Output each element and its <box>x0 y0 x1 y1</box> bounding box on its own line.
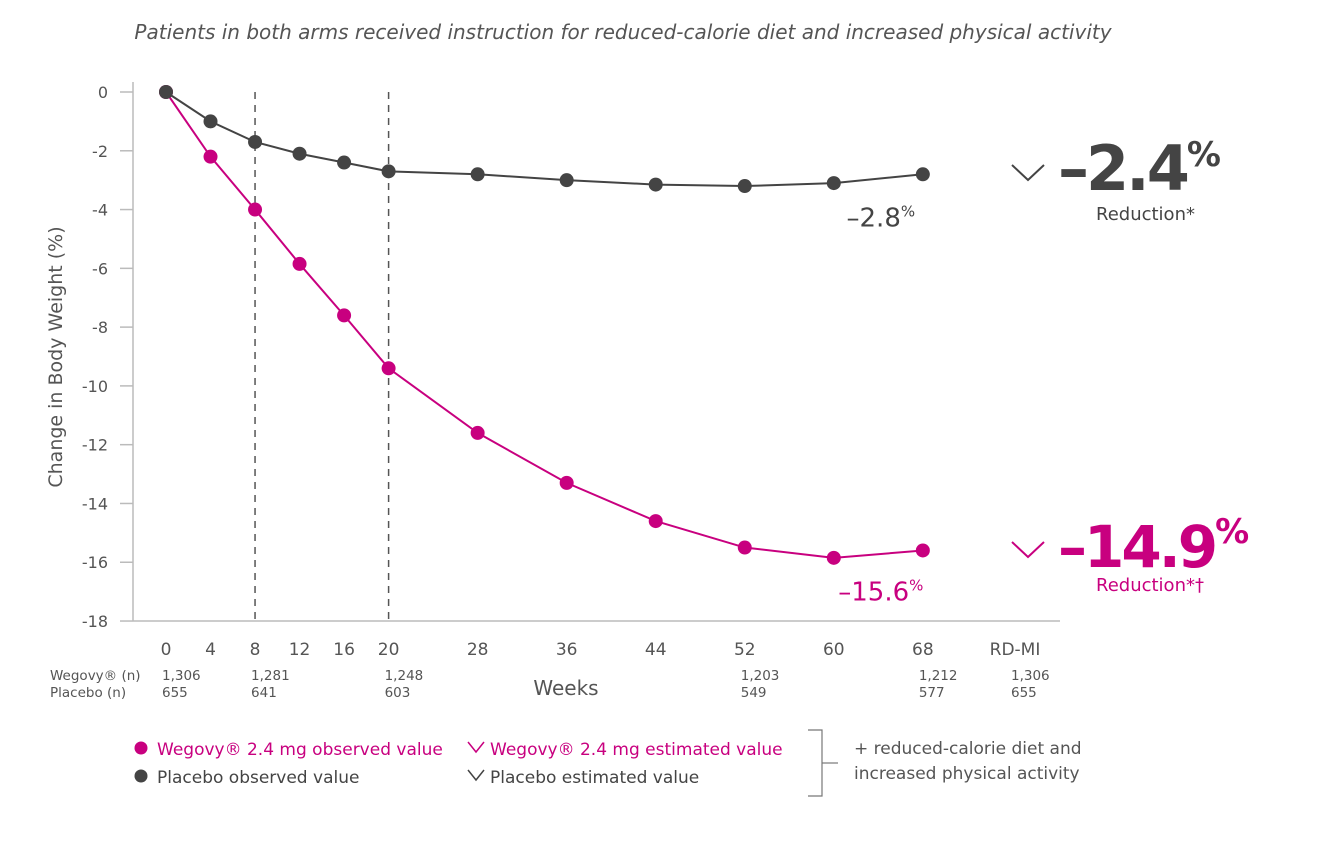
n-cell: 577 <box>919 685 945 701</box>
estimated-caption: Reduction* <box>1096 204 1195 225</box>
estimated-chevron-icon <box>1011 164 1045 182</box>
bracket-note: increased physical activity <box>854 764 1080 784</box>
legend-bracket <box>808 729 823 797</box>
data-point <box>826 176 841 191</box>
x-axis-label: Weeks <box>533 676 598 700</box>
x-tick-label: 4 <box>205 640 216 660</box>
data-point <box>203 114 218 129</box>
y-tick-label: -18 <box>82 612 108 631</box>
end-value-label: –2.8% <box>847 202 916 233</box>
data-point <box>337 155 352 170</box>
n-cell: 1,281 <box>251 668 290 684</box>
y-tick-label: -10 <box>82 377 108 396</box>
data-point <box>826 550 841 565</box>
data-point <box>915 543 930 558</box>
estimated-value: –2.4% <box>1058 132 1221 205</box>
y-axis-label: Change in Body Weight (%) <box>45 226 67 487</box>
y-tick-label: -4 <box>92 201 108 220</box>
data-point <box>559 475 574 490</box>
n-row-label: Wegovy® (n) <box>50 668 141 684</box>
x-tick-label: 16 <box>333 640 355 660</box>
data-point <box>559 173 574 188</box>
data-point <box>337 308 352 323</box>
y-tick-label: 0 <box>98 83 108 102</box>
x-tick-label: 52 <box>734 640 756 660</box>
y-tick-label: -2 <box>92 142 108 161</box>
data-point <box>915 167 930 182</box>
estimated-value: –14.9% <box>1058 512 1249 581</box>
series-line <box>165 91 923 559</box>
data-point <box>737 179 752 194</box>
n-cell: 1,306 <box>162 668 201 684</box>
data-point <box>381 361 396 376</box>
n-cell: 1,306 <box>1011 668 1050 684</box>
data-point <box>648 514 663 529</box>
x-tick-label: 0 <box>161 640 172 660</box>
data-point <box>648 177 663 192</box>
x-tick-label: 60 <box>823 640 845 660</box>
bracket-note: + reduced-calorie diet and <box>854 739 1082 759</box>
data-point <box>292 146 307 161</box>
data-point <box>381 164 396 179</box>
x-tick-label: 28 <box>467 640 489 660</box>
n-cell: 641 <box>251 685 277 701</box>
n-cell: 549 <box>741 685 767 701</box>
data-point <box>470 167 485 182</box>
x-tick-label: 12 <box>289 640 311 660</box>
y-tick-label: -6 <box>92 259 108 278</box>
x-tick-label: 36 <box>556 640 578 660</box>
estimated-caption: Reduction*† <box>1096 575 1204 596</box>
data-point <box>248 202 263 217</box>
x-tick-label: 44 <box>645 640 667 660</box>
legend-chevron-icon <box>467 741 485 754</box>
data-point <box>248 134 263 149</box>
y-tick-label: -12 <box>82 436 108 455</box>
legend-dot-icon <box>134 741 148 755</box>
n-cell: 1,212 <box>919 668 958 684</box>
legend-label: Placebo estimated value <box>490 768 699 788</box>
data-point <box>203 149 218 164</box>
chart-title: Patients in both arms received instructi… <box>134 20 1112 44</box>
x-tick-label: 68 <box>912 640 934 660</box>
n-cell: 655 <box>162 685 188 701</box>
legend-chevron-icon <box>467 769 485 782</box>
legend-label: Wegovy® 2.4 mg estimated value <box>490 740 783 760</box>
series-line <box>165 91 923 188</box>
end-value-label: –15.6% <box>838 576 923 607</box>
data-point <box>737 540 752 555</box>
n-cell: 655 <box>1011 685 1037 701</box>
n-cell: 603 <box>385 685 411 701</box>
data-point <box>470 425 485 440</box>
x-tick-label: 20 <box>378 640 400 660</box>
legend-label: Placebo observed value <box>157 768 359 788</box>
y-tick-label: -16 <box>82 553 108 572</box>
x-tick-label: 8 <box>250 640 261 660</box>
n-cell: 1,248 <box>385 668 424 684</box>
n-row-label: Placebo (n) <box>50 685 126 701</box>
n-cell: 1,203 <box>741 668 780 684</box>
y-tick-label: -14 <box>82 494 108 513</box>
y-tick-label: -8 <box>92 318 108 337</box>
x-tick-label: RD-MI <box>990 640 1041 660</box>
legend-dot-icon <box>134 769 148 783</box>
data-point <box>292 256 307 271</box>
data-point <box>159 85 173 99</box>
legend-label: Wegovy® 2.4 mg observed value <box>157 740 443 760</box>
estimated-chevron-icon <box>1011 541 1045 559</box>
